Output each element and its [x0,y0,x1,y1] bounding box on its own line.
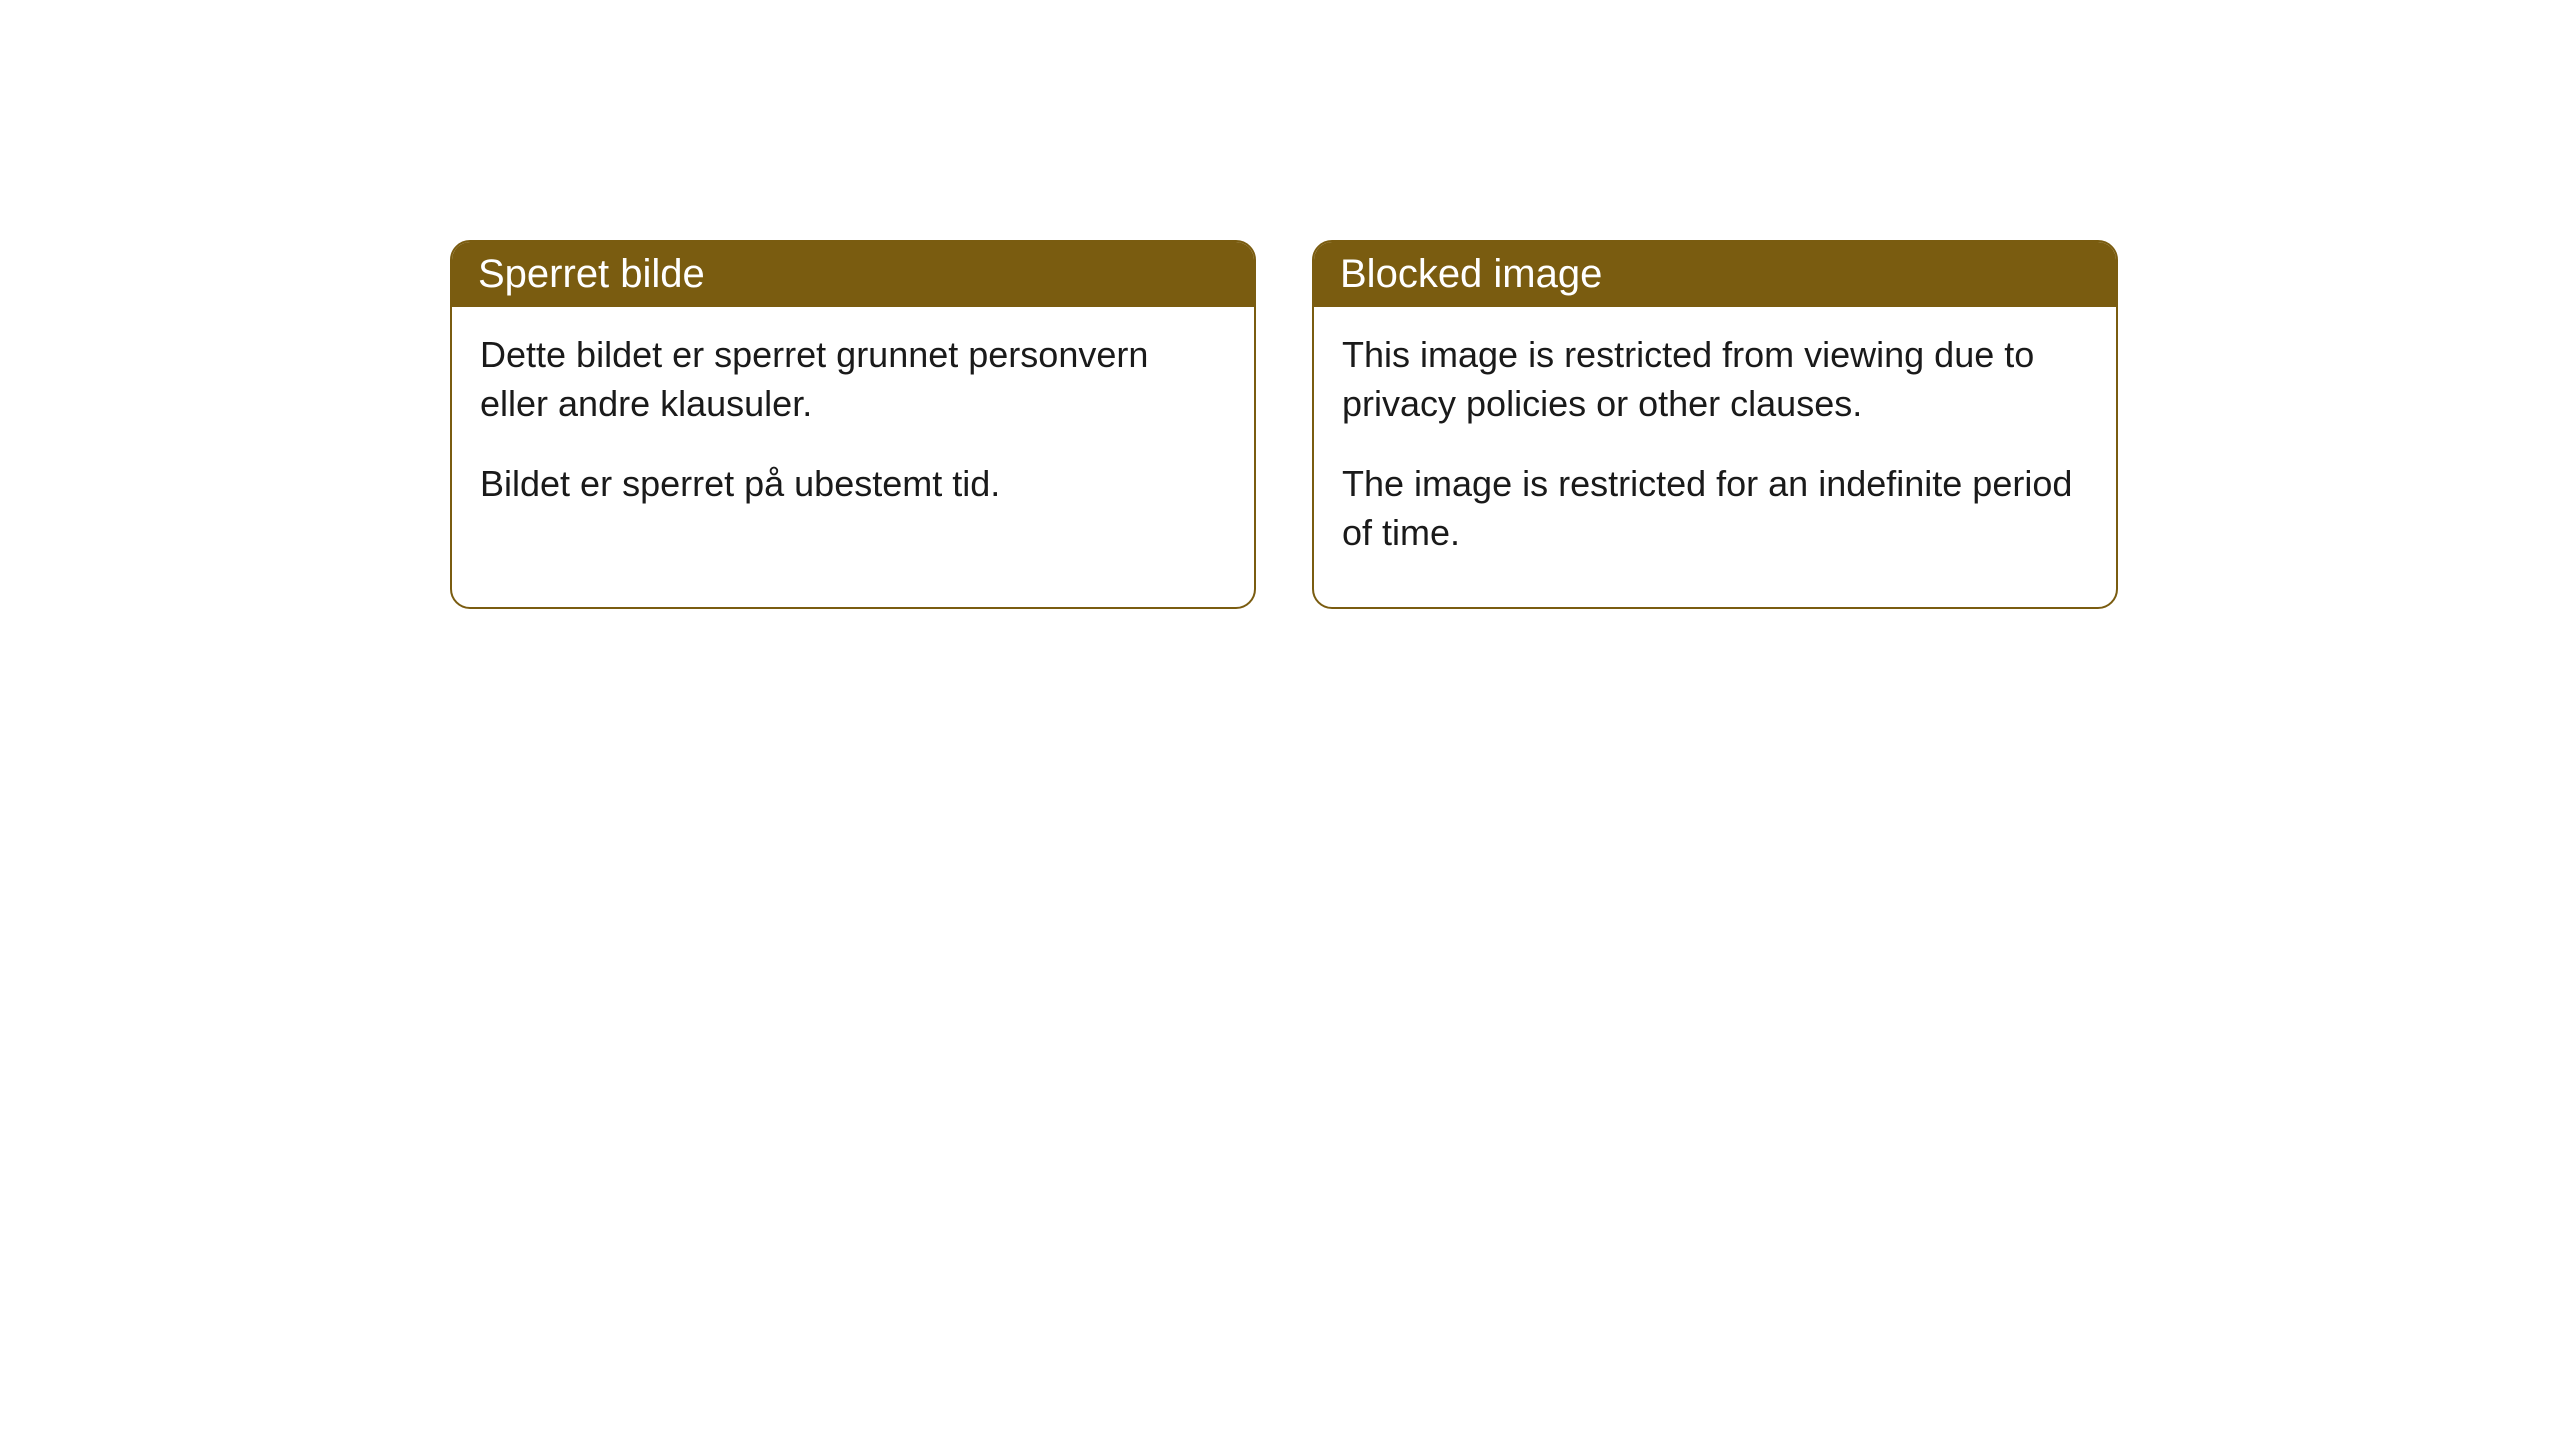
card-paragraph: Dette bildet er sperret grunnet personve… [480,331,1226,428]
card-header: Blocked image [1314,242,2116,307]
blocked-image-card-english: Blocked image This image is restricted f… [1312,240,2118,609]
card-paragraph: This image is restricted from viewing du… [1342,331,2088,428]
card-paragraph: The image is restricted for an indefinit… [1342,460,2088,557]
blocked-image-card-norwegian: Sperret bilde Dette bildet er sperret gr… [450,240,1256,609]
cards-container: Sperret bilde Dette bildet er sperret gr… [450,240,2118,609]
card-body: This image is restricted from viewing du… [1314,307,2116,607]
card-paragraph: Bildet er sperret på ubestemt tid. [480,460,1226,509]
card-body: Dette bildet er sperret grunnet personve… [452,307,1254,559]
card-title: Blocked image [1340,252,1602,296]
card-title: Sperret bilde [478,252,705,296]
card-header: Sperret bilde [452,242,1254,307]
